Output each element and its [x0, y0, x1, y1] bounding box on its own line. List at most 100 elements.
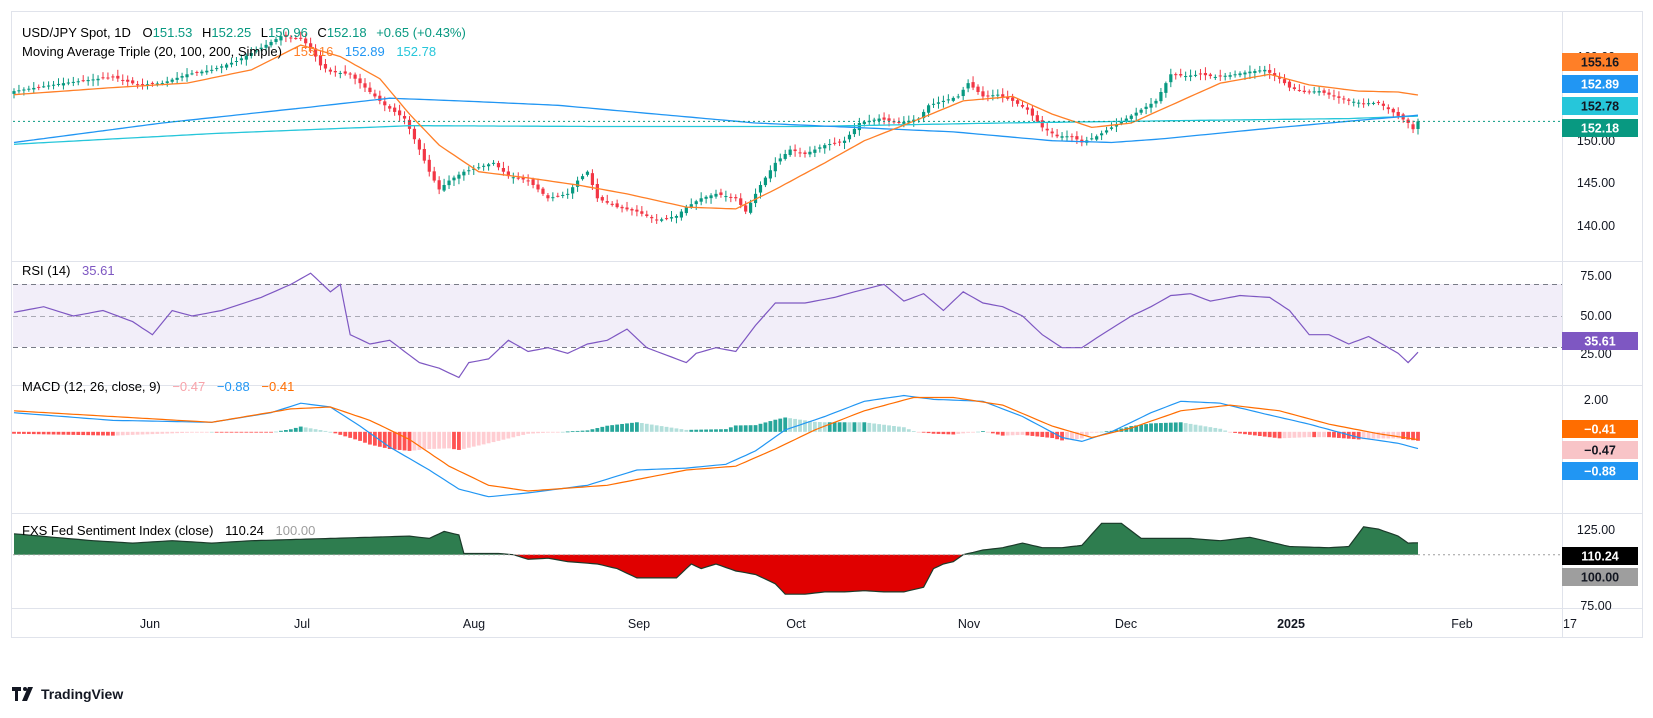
macd-histogram-bar: [916, 431, 921, 433]
time-axis-label: Jun: [140, 617, 160, 631]
macd-histogram-bar: [565, 431, 570, 433]
candle-body: [274, 39, 278, 42]
candle-body: [773, 162, 777, 172]
macd-histogram-bar: [976, 431, 980, 433]
candle-body: [170, 79, 174, 82]
ma-legend[interactable]: Moving Average Triple (20, 100, 200, Sim…: [22, 44, 436, 59]
candle-body: [996, 94, 1000, 96]
candle-body: [1396, 111, 1400, 116]
macd-histogram-bar: [817, 422, 822, 432]
ma100-tag-value: 152.89: [1581, 78, 1619, 92]
candle-body: [56, 83, 61, 85]
macd-histogram-bar: [521, 431, 526, 435]
macd-histogram-bar: [1099, 431, 1104, 433]
macd-histogram-bar: [259, 431, 264, 433]
candle-body: [694, 201, 698, 205]
macd-histogram-bar: [135, 431, 140, 435]
macd-histogram-bar: [1292, 431, 1297, 438]
fxs-legend[interactable]: FXS Fed Sentiment Index (close) 110.24 1…: [22, 523, 315, 538]
candle-body: [902, 121, 906, 124]
candle-body: [699, 198, 703, 202]
macd-histogram-bar: [1401, 431, 1406, 440]
candle-body: [249, 53, 253, 56]
candle-body: [1228, 75, 1232, 77]
candle-body: [388, 106, 392, 109]
candle-body: [1273, 73, 1277, 76]
macd-histogram-bar: [511, 431, 516, 438]
macd-histogram-bar: [12, 431, 16, 434]
macd-histogram-bar: [1223, 430, 1228, 432]
candle-body: [1352, 101, 1356, 103]
candle-body: [383, 101, 387, 106]
macd-histogram-bar: [728, 427, 733, 432]
candles-layer: [12, 31, 1420, 224]
high-value: 152.25: [211, 25, 251, 40]
macd-legend[interactable]: MACD (12, 26, close, 9) −0.47 −0.88 −0.4…: [22, 379, 294, 394]
candle-body: [837, 141, 842, 143]
macd-histogram-bar: [288, 429, 293, 432]
macd-histogram-bar: [709, 429, 713, 432]
macd-histogram-bar: [86, 431, 91, 436]
macd-histogram-bar: [130, 431, 135, 435]
candle-body: [42, 86, 46, 88]
candle-body: [1263, 69, 1267, 72]
candle-body: [1011, 97, 1015, 101]
candle-body: [749, 202, 753, 213]
signal-legend-value: −0.41: [261, 379, 294, 394]
candle-body: [1030, 108, 1034, 116]
candle-body: [1188, 75, 1193, 77]
candle-body: [1179, 74, 1183, 76]
macd-histogram-bar: [620, 423, 624, 432]
candle-body: [1015, 100, 1020, 104]
symbol-legend[interactable]: USD/JPY Spot, 1D O151.53 H152.25 L150.96…: [22, 25, 466, 40]
candle-body: [511, 177, 515, 179]
candle-body: [674, 216, 679, 218]
candle-body: [862, 121, 866, 125]
macd-histogram-bar: [368, 431, 372, 445]
candle-body: [664, 218, 669, 220]
ma100-line: [13, 97, 1419, 144]
tradingview-brand[interactable]: TradingView: [12, 686, 123, 702]
macd-histogram-bar: [1168, 422, 1173, 432]
chart-frame: [11, 11, 1643, 638]
macd-histogram-bar: [81, 431, 86, 436]
candle-body: [1223, 75, 1227, 77]
candle-body: [1208, 74, 1212, 77]
candle-body: [1164, 83, 1168, 93]
macd-histogram-bar: [595, 428, 600, 432]
candle-body: [304, 38, 308, 44]
candle-body: [635, 209, 639, 212]
macd-histogram-bar: [1035, 431, 1040, 437]
hist-tag-value: −0.47: [1584, 444, 1616, 458]
candle-body: [472, 168, 476, 170]
candle-body: [991, 95, 995, 97]
candle-body: [135, 84, 140, 86]
candle-body: [1144, 106, 1148, 109]
candle-body: [61, 83, 66, 86]
macd-histogram-bar: [995, 431, 1000, 435]
fxs-axis-label: 75.00: [1580, 599, 1611, 613]
candle-body: [313, 48, 318, 57]
macd-histogram-bar: [906, 429, 911, 432]
price-axis-label: 150.00: [1577, 134, 1615, 148]
candle-body: [417, 139, 421, 150]
candle-body: [1347, 99, 1351, 101]
candle-body: [1095, 136, 1099, 140]
macd-histogram-bar: [1154, 423, 1158, 432]
candle-body: [269, 41, 273, 46]
candle-body: [338, 72, 342, 74]
macd-histogram-bar: [778, 418, 783, 432]
macd-histogram-bar: [432, 431, 437, 449]
macd-histogram-bar: [659, 426, 664, 432]
signal-line: [13, 396, 1419, 492]
candle-body: [368, 87, 372, 92]
candle-body: [575, 180, 580, 187]
candle-body: [422, 149, 426, 161]
rsi-legend[interactable]: RSI (14) 35.61: [22, 263, 115, 278]
candle-body: [165, 81, 169, 83]
macd-histogram-bar: [476, 431, 481, 446]
macd-histogram-bar: [427, 431, 432, 449]
macd-histogram-bar: [140, 431, 145, 435]
macd-histogram-bar: [363, 431, 367, 443]
